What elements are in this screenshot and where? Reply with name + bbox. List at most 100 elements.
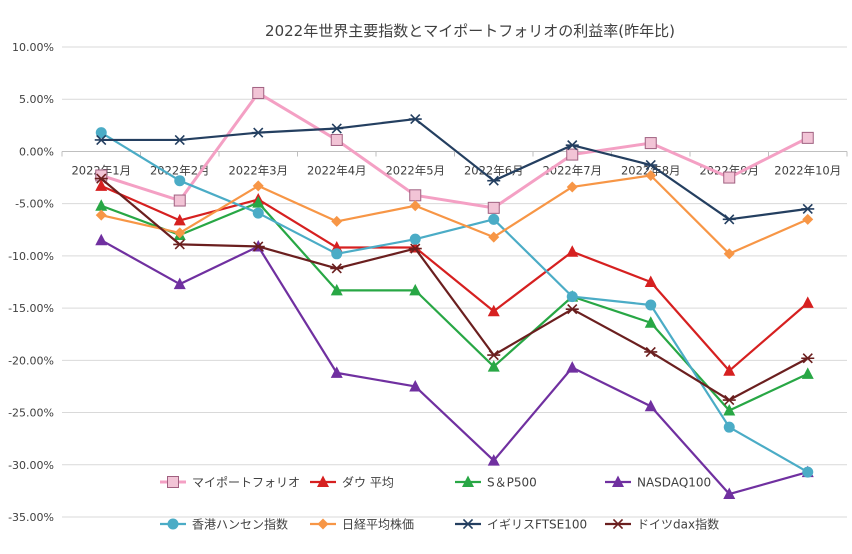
data-point [487, 175, 501, 186]
data-point [566, 245, 579, 257]
series-line [100, 131, 809, 474]
data-point [408, 243, 422, 254]
data-point [409, 283, 422, 296]
y-tick-label: -20.00% [8, 354, 54, 367]
data-point [644, 399, 657, 412]
chart-title: 2022年世界主要指数とマイポートフォリオの利益率(昨年比) [265, 22, 675, 40]
series-line [100, 239, 809, 496]
legend-label: 日経平均株価 [342, 517, 414, 532]
data-point [611, 518, 625, 530]
data-point [801, 131, 814, 144]
data-point [723, 403, 736, 416]
data-point [723, 171, 736, 184]
data-point [252, 86, 265, 99]
data-point [173, 134, 187, 146]
y-tick-label: -25.00% [8, 407, 54, 420]
legend-item: 香港ハンセン指数 [160, 517, 288, 532]
data-point [330, 123, 344, 134]
data-point [722, 214, 736, 225]
legend-label: イギリスFTSE100 [487, 518, 587, 532]
y-tick-label: -35.00% [8, 511, 54, 524]
x-tick-label: 2022年2月 [150, 163, 210, 177]
series-7 [94, 113, 815, 225]
grid-lines [61, 46, 848, 518]
data-point [722, 394, 736, 406]
data-point [409, 200, 421, 212]
data-point [801, 353, 815, 364]
data-point [802, 466, 814, 478]
data-point [408, 113, 422, 125]
data-point [802, 213, 814, 225]
legend-label: NASDAQ100 [637, 476, 711, 490]
series-5 [95, 127, 814, 478]
series-6 [95, 169, 814, 260]
legend-label: S＆P500 [487, 476, 537, 490]
legend-item: ドイツdax指数 [605, 517, 719, 532]
data-point [95, 199, 108, 211]
legend-label: ドイツdax指数 [637, 517, 719, 532]
x-tick-label: 2022年7月 [542, 163, 602, 177]
data-point [94, 173, 108, 184]
data-point [801, 367, 814, 379]
data-point [409, 379, 422, 392]
series-line [100, 184, 809, 372]
data-point [612, 475, 624, 487]
data-point [252, 207, 264, 219]
legend-label: 香港ハンセン指数 [192, 517, 288, 532]
data-point [330, 283, 343, 296]
data-point [331, 248, 343, 260]
legend-item: NASDAQ100 [605, 475, 711, 490]
legend-item: 日経平均株価 [310, 517, 414, 532]
data-point [644, 316, 657, 328]
legend: マイポートフォリオ ダウ 平均 S＆P500 NASDAQ100 香港ハンセン指数 日経平… [160, 475, 719, 532]
series-2 [95, 179, 814, 376]
data-point [801, 203, 815, 215]
data-point [566, 361, 579, 373]
data-point [252, 180, 264, 192]
series-line [101, 174, 809, 255]
data-point [723, 248, 735, 260]
data-point [801, 296, 814, 308]
data-point [644, 137, 657, 150]
data-point [95, 233, 108, 246]
series-lines [94, 86, 815, 500]
data-point [173, 213, 186, 226]
legend-item: S＆P500 [455, 475, 537, 490]
data-point [95, 209, 107, 221]
y-tick-label: -10.00% [8, 250, 54, 263]
data-point [167, 518, 179, 530]
y-tick-label: -5.00% [15, 198, 54, 211]
data-point [173, 239, 187, 250]
series-line [100, 177, 809, 402]
y-axis-ticks: 10.00% 5.00% 0.00% -5.00% -10.00% -15.00% -20.… [8, 41, 54, 524]
legend-item: マイポートフォリオ [160, 476, 300, 490]
data-point [487, 201, 500, 214]
legend-item: イギリスFTSE100 [455, 518, 587, 532]
series-line [101, 117, 808, 221]
x-axis-ticks: 2022年1月2022年2月2022年3月2022年4月2022年5月2022年… [71, 163, 841, 177]
data-point [487, 360, 500, 372]
data-point [317, 475, 329, 487]
data-point [94, 134, 108, 146]
data-point [723, 487, 736, 500]
data-point [330, 263, 344, 274]
data-point [173, 277, 186, 290]
data-point [566, 291, 578, 303]
data-point [173, 194, 186, 207]
data-point [723, 421, 735, 433]
data-point [95, 127, 107, 139]
x-tick-label: 2022年5月 [385, 163, 445, 177]
data-point [645, 169, 657, 181]
x-tick-label: 2022年10月 [774, 163, 841, 177]
data-point [565, 140, 579, 151]
legend-label: マイポートフォリオ [192, 476, 300, 490]
data-point [644, 346, 658, 358]
data-point [566, 148, 579, 161]
data-point [644, 159, 658, 171]
data-point [462, 475, 474, 487]
data-point [566, 181, 578, 193]
y-tick-label: 5.00% [19, 93, 54, 106]
y-tick-label: -30.00% [8, 459, 54, 472]
